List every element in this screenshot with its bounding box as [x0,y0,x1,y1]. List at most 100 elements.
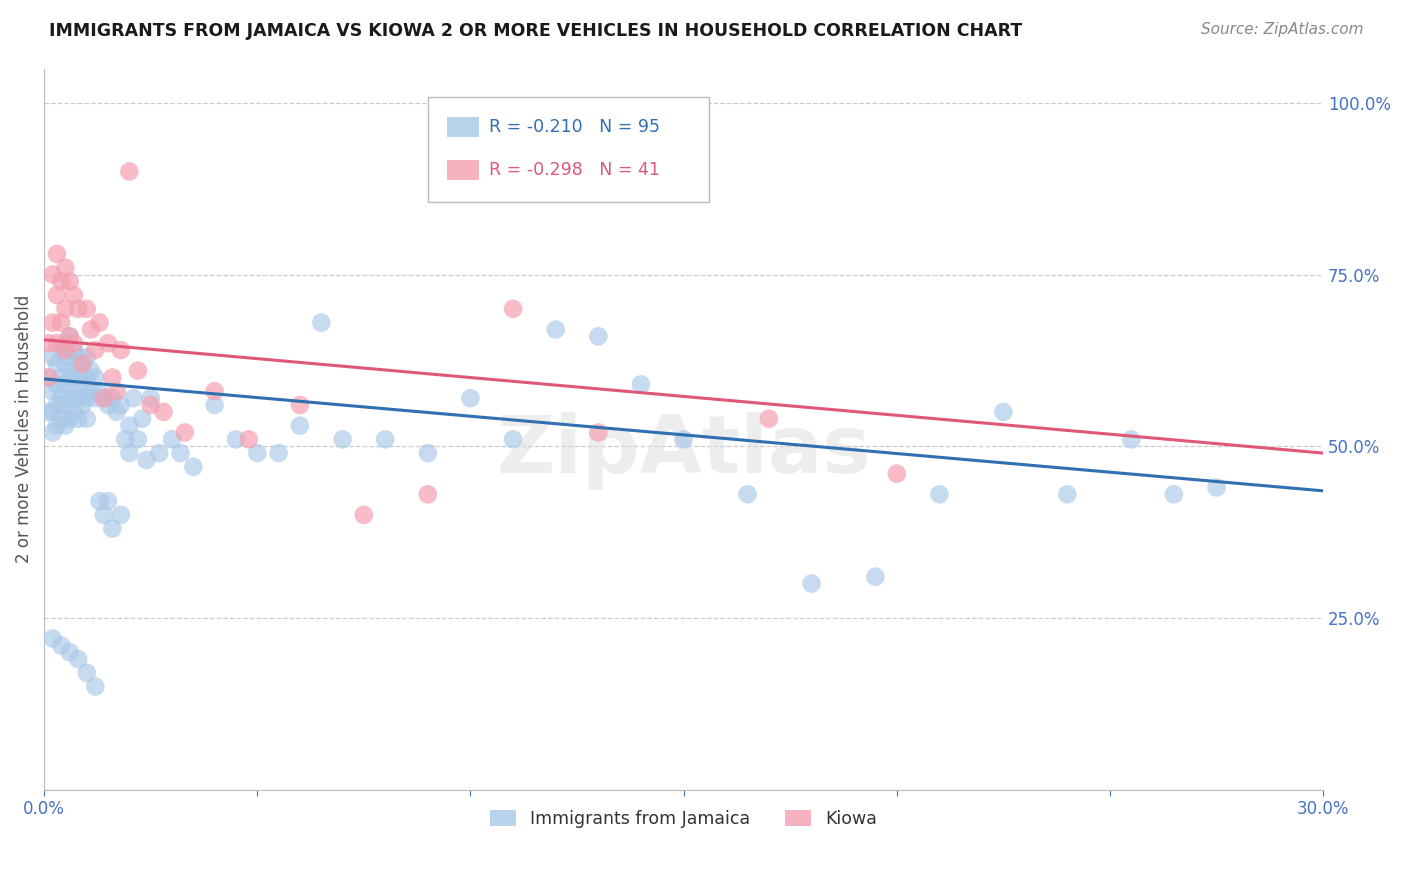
Point [110,398,132,412]
Point [63,364,86,378]
Point [45,247,67,261]
Point [51,638,73,652]
Point [59,391,82,405]
Point [148,446,170,460]
Point [502,433,524,447]
Point [67,370,90,384]
Point [886,467,908,481]
FancyBboxPatch shape [427,97,709,202]
Text: Source: ZipAtlas.com: Source: ZipAtlas.com [1201,22,1364,37]
Point [45,418,67,433]
Point [59,329,82,343]
Point [51,391,73,405]
Point [84,680,107,694]
Point [288,418,311,433]
Point [59,370,82,384]
Point [118,164,141,178]
Text: R = -0.298   N = 41: R = -0.298 N = 41 [489,161,659,179]
Point [204,398,226,412]
Point [135,453,157,467]
Point [55,357,77,371]
Point [55,343,77,357]
Point [544,322,567,336]
Point [41,384,63,399]
Point [41,405,63,419]
Point [76,370,98,384]
Point [93,391,115,405]
Point [63,288,86,302]
Text: R = -0.210   N = 95: R = -0.210 N = 95 [489,118,661,136]
Point [416,487,439,501]
Point [63,405,86,419]
Point [37,370,59,384]
Point [59,350,82,364]
Point [76,391,98,405]
Point [1056,487,1078,501]
Point [63,343,86,357]
Point [93,391,115,405]
Point [122,391,145,405]
Point [89,494,111,508]
Point [127,364,149,378]
Point [55,336,77,351]
Point [80,384,103,399]
Point [45,398,67,412]
Point [97,494,120,508]
Point [204,384,226,399]
Point [928,487,950,501]
Point [63,336,86,351]
Point [160,433,183,447]
Point [51,370,73,384]
Point [1163,487,1185,501]
Point [37,405,59,419]
Point [67,391,90,405]
Point [51,343,73,357]
Point [41,425,63,440]
Point [630,377,652,392]
Point [588,329,610,343]
Point [67,411,90,425]
Point [131,411,153,425]
Point [55,398,77,412]
Point [45,357,67,371]
Point [41,268,63,282]
Point [238,433,260,447]
Point [72,377,94,392]
Point [72,357,94,371]
Point [118,418,141,433]
Point [80,364,103,378]
Bar [447,117,479,137]
Point [416,446,439,460]
Point [1121,433,1143,447]
Point [332,433,354,447]
Point [101,370,124,384]
Point [865,570,887,584]
Point [993,405,1015,419]
Point [37,336,59,351]
Point [309,316,332,330]
Point [225,433,247,447]
Point [101,391,124,405]
Legend: Immigrants from Jamaica, Kiowa: Immigrants from Jamaica, Kiowa [484,803,884,835]
Point [139,398,162,412]
Point [55,301,77,316]
Point [59,645,82,659]
Point [45,336,67,351]
Point [51,411,73,425]
Point [101,522,124,536]
Point [127,433,149,447]
Point [41,350,63,364]
Point [114,433,136,447]
Point [105,405,128,419]
Point [89,384,111,399]
Point [59,411,82,425]
Point [72,357,94,371]
Point [288,398,311,412]
Point [97,398,120,412]
Point [758,411,780,425]
Text: IMMIGRANTS FROM JAMAICA VS KIOWA 2 OR MORE VEHICLES IN HOUSEHOLD CORRELATION CHA: IMMIGRANTS FROM JAMAICA VS KIOWA 2 OR MO… [49,22,1022,40]
Point [59,274,82,288]
Point [152,405,174,419]
Point [51,316,73,330]
Point [84,370,107,384]
